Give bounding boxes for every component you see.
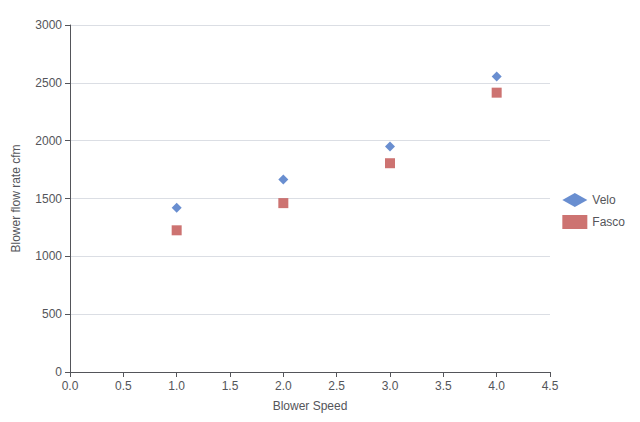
svg-text:0.5: 0.5 (115, 379, 132, 393)
svg-text:Velo: Velo (592, 193, 616, 207)
svg-text:3.5: 3.5 (435, 379, 452, 393)
svg-text:4.5: 4.5 (542, 379, 559, 393)
svg-text:Fasco: Fasco (592, 215, 625, 229)
svg-text:2.0: 2.0 (275, 379, 292, 393)
svg-text:Blower Speed: Blower Speed (273, 399, 348, 413)
svg-text:Blower flow rate cfm: Blower flow rate cfm (9, 144, 23, 252)
svg-text:1500: 1500 (35, 192, 62, 206)
svg-text:3000: 3000 (35, 18, 62, 32)
svg-text:2500: 2500 (35, 76, 62, 90)
svg-text:2000: 2000 (35, 134, 62, 148)
svg-text:2.5: 2.5 (328, 379, 345, 393)
svg-text:1.0: 1.0 (168, 379, 185, 393)
svg-text:1.5: 1.5 (222, 379, 239, 393)
svg-text:0.0: 0.0 (62, 379, 79, 393)
svg-text:4.0: 4.0 (488, 379, 505, 393)
svg-text:500: 500 (42, 307, 62, 321)
svg-text:0: 0 (55, 365, 62, 379)
svg-text:1000: 1000 (35, 249, 62, 263)
svg-text:3.0: 3.0 (382, 379, 399, 393)
